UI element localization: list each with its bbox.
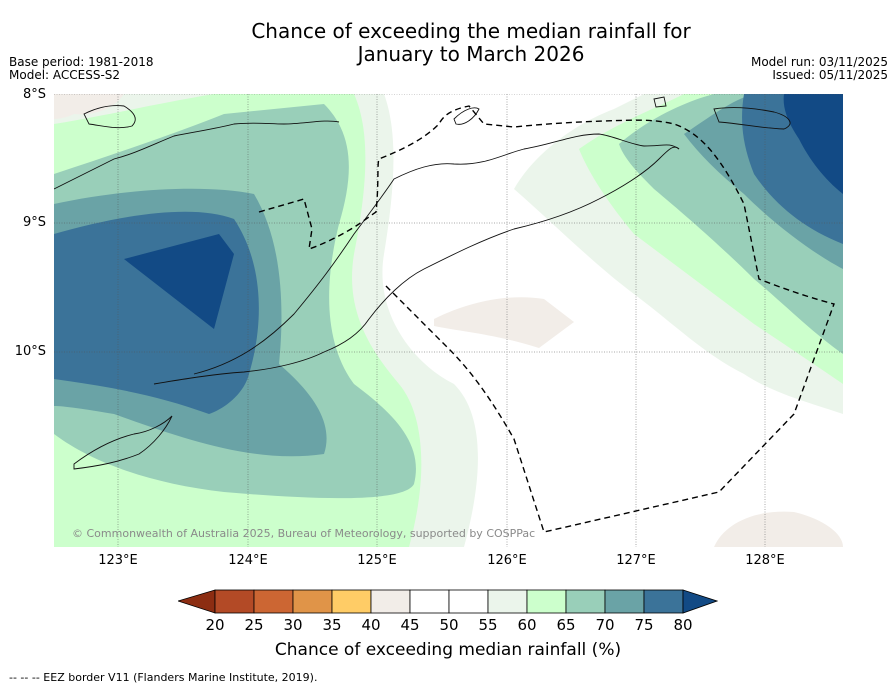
band-80-west-core bbox=[124, 234, 234, 329]
coastline-babar bbox=[713, 107, 791, 130]
colorbar-tick-20: 20 bbox=[205, 616, 225, 634]
colorbar bbox=[178, 589, 718, 614]
colorbar-triangle-high bbox=[682, 589, 718, 614]
copyright-notice: © Commonwealth of Australia 2025, Bureau… bbox=[72, 527, 536, 540]
band-45-patch-center bbox=[434, 297, 574, 348]
eez-footnote: -- -- -- EEZ border V11 (Flanders Marine… bbox=[9, 671, 318, 684]
colorbar-segment-35-40 bbox=[331, 589, 372, 614]
colorbar-tick-35: 35 bbox=[322, 616, 342, 634]
coastlines bbox=[54, 96, 791, 470]
colorbar-segment-55-60 bbox=[487, 589, 528, 614]
coastline-timor-north bbox=[193, 133, 680, 375]
colorbar-triangle-low bbox=[178, 589, 216, 614]
colorbar-segment-20-25 bbox=[214, 589, 255, 614]
colorbar-segment-45-50 bbox=[409, 589, 450, 614]
colorbar-tick-75: 75 bbox=[634, 616, 654, 634]
colorbar-tick-70: 70 bbox=[595, 616, 615, 634]
lon-label-128e: 128°E bbox=[745, 553, 785, 568]
model-name: Model: ACCESS-S2 bbox=[9, 68, 121, 82]
eez-border bbox=[258, 105, 835, 533]
coastline-wetar bbox=[453, 107, 480, 125]
lat-label-8s: 8°S bbox=[22, 87, 46, 102]
coastline-islet bbox=[653, 96, 667, 108]
colorbar-tick-55: 55 bbox=[478, 616, 498, 634]
colorbar-title: Chance of exceeding median rainfall (%) bbox=[274, 640, 622, 660]
lat-label-9s: 9°S bbox=[22, 215, 46, 230]
coastline-timor-south bbox=[153, 146, 680, 385]
colorbar-tick-50: 50 bbox=[439, 616, 459, 634]
meta-left: Base period: 1981-2018 Model: ACCESS-S2 bbox=[9, 56, 154, 82]
chart-title: Chance of exceeding the median rainfall … bbox=[0, 20, 896, 66]
coastline-sumba-rote bbox=[73, 415, 173, 470]
coastline-alor bbox=[83, 105, 136, 129]
map-gridlines bbox=[54, 94, 843, 547]
lon-label-124e: 124°E bbox=[228, 553, 268, 568]
colorbar-tick-45: 45 bbox=[400, 616, 420, 634]
base-period: Base period: 1981-2018 bbox=[9, 55, 154, 69]
colorbar-segment-30-35 bbox=[292, 589, 333, 614]
band-45-patch-northwest bbox=[54, 94, 124, 119]
title-line-2: January to March 2026 bbox=[357, 42, 585, 66]
title-line-1: Chance of exceeding the median rainfall … bbox=[251, 19, 691, 43]
colorbar-segment-65-70 bbox=[565, 589, 606, 614]
colorbar-segment-50-55 bbox=[448, 589, 489, 614]
colorbar-tick-40: 40 bbox=[361, 616, 381, 634]
lon-label-123e: 123°E bbox=[98, 553, 138, 568]
band-45-patch-southeast bbox=[714, 511, 843, 547]
meta-right: Model run: 03/11/2025 Issued: 05/11/2025 bbox=[751, 56, 888, 82]
issued-date: Issued: 05/11/2025 bbox=[772, 68, 888, 82]
lon-label-127e: 127°E bbox=[616, 553, 656, 568]
colorbar-tick-25: 25 bbox=[244, 616, 264, 634]
colorbar-tick-65: 65 bbox=[556, 616, 576, 634]
colorbar-tick-60: 60 bbox=[517, 616, 537, 634]
lon-label-126e: 126°E bbox=[487, 553, 527, 568]
colorbar-tick-30: 30 bbox=[283, 616, 303, 634]
lat-label-10s: 10°S bbox=[14, 344, 46, 359]
colorbar-segment-25-30 bbox=[253, 589, 294, 614]
colorbar-segment-40-45 bbox=[370, 589, 411, 614]
colorbar-segment-70-75 bbox=[604, 589, 645, 614]
coastline-flores-east bbox=[54, 120, 340, 190]
lon-label-125e: 125°E bbox=[357, 553, 397, 568]
colorbar-segment-75-80 bbox=[643, 589, 684, 614]
colorbar-segment-60-65 bbox=[526, 589, 567, 614]
rainfall-map bbox=[54, 94, 843, 547]
colorbar-tick-80: 80 bbox=[673, 616, 693, 634]
band-80-east-core bbox=[783, 94, 843, 194]
model-run: Model run: 03/11/2025 bbox=[750, 55, 888, 69]
